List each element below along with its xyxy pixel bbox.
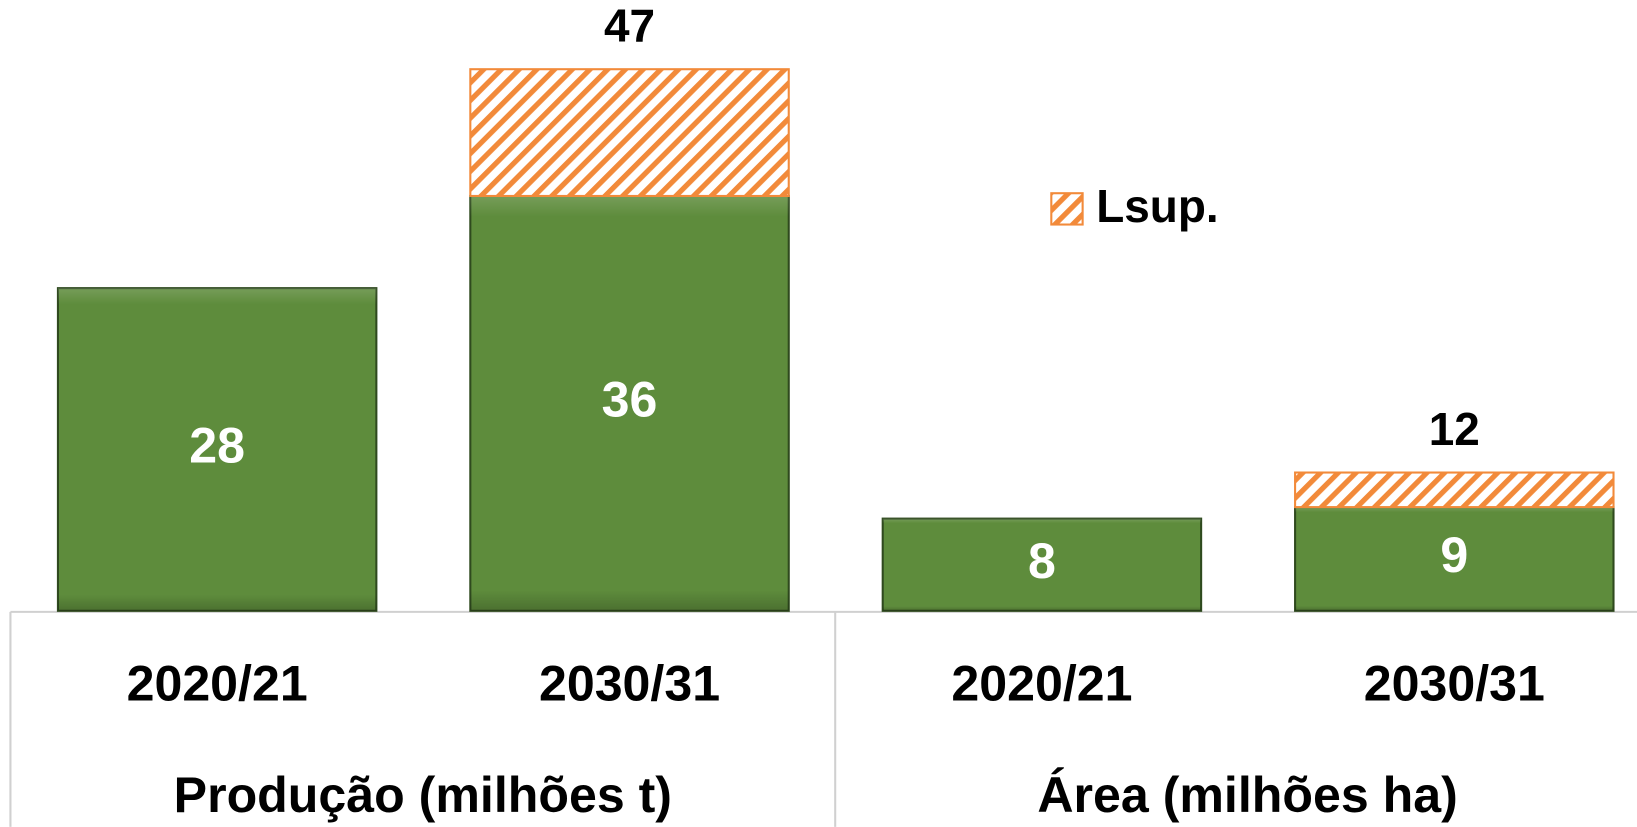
data-label: 9	[1440, 527, 1468, 583]
total-label: 47	[604, 0, 655, 52]
bar-bevel	[57, 288, 377, 611]
data-label: 28	[189, 418, 245, 474]
bar-segment	[469, 68, 790, 198]
x-tick-label: 2020/21	[127, 655, 308, 711]
bar-segment	[1294, 471, 1615, 509]
group-label: Produção (milhões t)	[174, 767, 672, 823]
x-tick-label: 2020/21	[951, 655, 1132, 711]
group-label: Área (milhões ha)	[1037, 767, 1457, 823]
legend-label: Lsup.	[1096, 180, 1218, 232]
bar-bevel	[882, 518, 1202, 611]
x-tick-label: 2030/31	[539, 655, 720, 711]
bar-bevel	[470, 195, 789, 611]
bar-bevel	[1295, 507, 1614, 611]
data-label: 8	[1028, 533, 1056, 589]
data-label: 36	[602, 372, 658, 428]
x-tick-label: 2030/31	[1364, 655, 1545, 711]
legend-swatch	[1050, 192, 1084, 226]
total-label: 12	[1429, 403, 1480, 455]
